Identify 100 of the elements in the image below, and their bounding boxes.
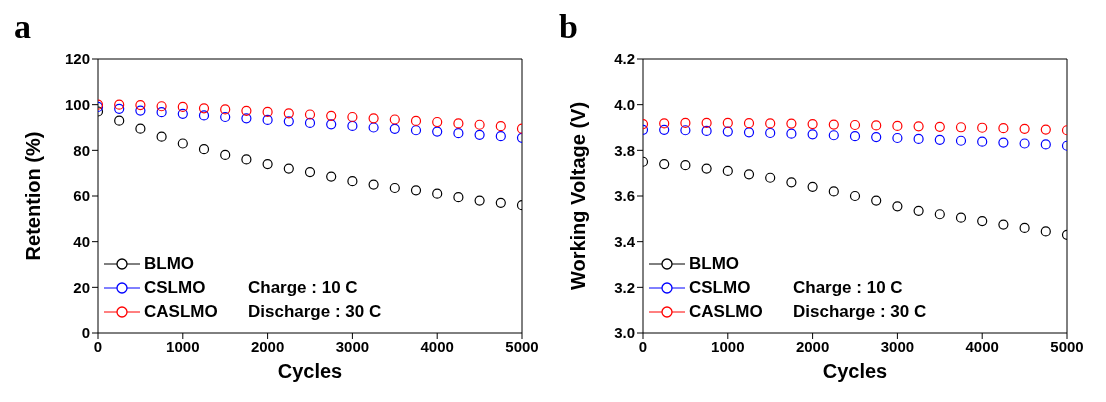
point: [701, 163, 712, 174]
point: [913, 121, 924, 132]
point: [934, 121, 945, 132]
point: [913, 205, 924, 216]
point: [347, 120, 358, 131]
point: [432, 126, 443, 137]
point: [743, 169, 755, 180]
legend-label: CSLMO: [689, 278, 751, 298]
point: [135, 105, 146, 116]
point: [998, 123, 1009, 134]
point: [828, 119, 839, 130]
chart-title: b: [559, 8, 578, 46]
point: [283, 163, 294, 174]
point: [680, 125, 691, 136]
annotation: Charge : 10 C: [248, 277, 359, 299]
point: [680, 117, 691, 129]
y-tick-label: 3.8: [614, 141, 635, 159]
legend-label: BLMO: [689, 254, 740, 274]
point: [114, 99, 125, 110]
point: [326, 119, 337, 130]
point: [955, 122, 967, 133]
y-tick-label: 60: [73, 187, 90, 205]
point: [1019, 222, 1030, 234]
point: [241, 105, 252, 116]
point: [849, 131, 861, 142]
point: [220, 149, 231, 160]
x-tick-label: 1000: [166, 337, 200, 355]
point: [998, 219, 1009, 230]
point: [368, 179, 379, 190]
point: [262, 114, 273, 126]
point: [432, 116, 443, 128]
point: [283, 116, 294, 127]
point: [410, 115, 422, 126]
point: [701, 125, 712, 137]
point: [432, 188, 443, 199]
point: [934, 209, 945, 220]
point: [474, 129, 485, 140]
point: [892, 132, 903, 144]
point: [368, 113, 379, 124]
point: [765, 118, 776, 129]
point: [1019, 138, 1030, 149]
point: [304, 166, 316, 178]
point: [495, 121, 506, 132]
y-tick-label: 4.0: [614, 95, 635, 113]
point: [410, 185, 422, 196]
y-tick-label: 3.0: [614, 324, 635, 342]
y-tick-label: 100: [64, 95, 90, 113]
point: [495, 197, 506, 208]
x-tick-label: 0: [638, 337, 648, 355]
point: [220, 104, 231, 115]
y-tick-label: 3.6: [614, 187, 635, 205]
x-tick-label: 2000: [250, 337, 285, 355]
x-tick-label: 3000: [335, 337, 370, 355]
point: [913, 133, 924, 145]
point: [871, 120, 882, 131]
point: [114, 103, 125, 114]
point: [114, 115, 125, 126]
point: [807, 118, 818, 130]
point: [347, 176, 358, 187]
point: [659, 124, 670, 135]
point: [765, 127, 776, 139]
x-tick-label: 4000: [965, 337, 999, 355]
annotation: Discharge : 30 C: [248, 301, 382, 323]
point: [156, 101, 167, 112]
y-tick-label: 4.2: [614, 50, 635, 68]
point: [177, 138, 188, 149]
point: [765, 172, 776, 183]
x-tick-label: 3000: [880, 337, 915, 355]
point: [198, 144, 210, 155]
point: [241, 154, 252, 165]
y-axis-title: Working Voltage (V): [567, 101, 590, 291]
point: [1040, 124, 1051, 135]
point: [156, 107, 167, 118]
point: [177, 101, 188, 113]
point: [701, 117, 712, 129]
x-axis-title: Cycles: [822, 360, 888, 382]
point: [955, 212, 967, 223]
point: [680, 160, 691, 171]
legend-label: CSLMO: [144, 278, 206, 298]
point: [453, 118, 464, 129]
point: [743, 127, 755, 138]
point: [892, 201, 903, 212]
x-tick-label: 0: [93, 337, 103, 355]
point: [786, 128, 797, 139]
point: [389, 123, 400, 134]
point: [786, 118, 797, 129]
x-tick-label: 5000: [1050, 337, 1084, 355]
point: [807, 129, 818, 140]
y-tick-label: 3.2: [614, 278, 635, 296]
point: [453, 192, 464, 203]
point: [474, 119, 485, 130]
y-axis-title: Retention (%): [22, 131, 45, 261]
point: [722, 126, 733, 137]
point: [389, 182, 400, 194]
x-tick-label: 4000: [420, 337, 454, 355]
point: [410, 125, 422, 136]
point: [871, 195, 882, 206]
point: [198, 103, 210, 114]
chart-title: a: [14, 8, 31, 46]
point: [722, 165, 733, 176]
